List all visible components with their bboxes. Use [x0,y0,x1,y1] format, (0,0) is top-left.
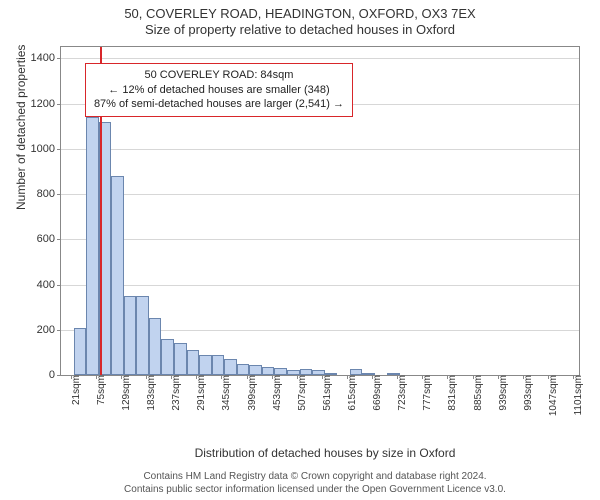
gridline [61,285,579,286]
chart-title-line2: Size of property relative to detached ho… [0,22,600,37]
histogram-bar [224,359,237,375]
y-tick-label: 400 [37,279,55,291]
x-tick-label: 939sqm [498,375,509,411]
footer-line1: Contains HM Land Registry data © Crown c… [40,470,590,483]
histogram-bar [262,367,275,375]
x-tick-label: 291sqm [196,375,207,411]
histogram-bar [249,365,262,375]
histogram-bar [174,343,187,375]
x-tick-label: 129sqm [121,375,132,411]
histogram-bar [124,296,137,375]
x-tick-label: 237sqm [171,375,182,411]
y-tick-label: 0 [49,369,55,381]
y-tick-label: 1400 [31,52,55,64]
gridline [61,58,579,59]
histogram-bar [199,355,212,375]
y-tick-label: 200 [37,324,55,336]
histogram-bar [212,355,225,375]
x-tick-label: 75sqm [96,375,107,405]
annotation-line1: 50 COVERLEY ROAD: 84sqm [94,68,344,83]
x-tick-label: 1047sqm [548,375,559,416]
histogram-bar [237,364,250,375]
x-tick-label: 399sqm [247,375,258,411]
x-tick-label: 885sqm [473,375,484,411]
x-tick-label: 21sqm [71,375,82,405]
x-tick-label: 561sqm [322,375,333,411]
footer-line2: Contains public sector information licen… [40,483,590,496]
annotation-line2: ← 12% of detached houses are smaller (34… [94,83,344,98]
histogram-bar [111,176,124,375]
plot-area: 020040060080010001200140021sqm75sqm129sq… [60,46,580,376]
x-tick-label: 453sqm [272,375,283,411]
annotation-box: 50 COVERLEY ROAD: 84sqm← 12% of detached… [85,63,353,118]
chart-title-line1: 50, COVERLEY ROAD, HEADINGTON, OXFORD, O… [0,6,600,21]
x-tick-label: 723sqm [397,375,408,411]
y-tick-label: 1200 [31,98,55,110]
gridline [61,149,579,150]
x-tick-label: 831sqm [447,375,458,411]
gridline [61,194,579,195]
y-tick-label: 800 [37,188,55,200]
x-tick-label: 993sqm [523,375,534,411]
histogram-bar [161,339,174,375]
histogram-bar [149,318,162,375]
x-tick-label: 507sqm [297,375,308,411]
chart-container: 50, COVERLEY ROAD, HEADINGTON, OXFORD, O… [0,0,600,500]
y-tick-label: 1000 [31,143,55,155]
x-tick-label: 345sqm [221,375,232,411]
histogram-bar [187,350,200,375]
chart-footer: Contains HM Land Registry data © Crown c… [40,470,590,496]
gridline [61,239,579,240]
annotation-line3: 87% of semi-detached houses are larger (… [94,97,344,112]
x-tick-label: 777sqm [422,375,433,411]
y-tick-label: 600 [37,233,55,245]
histogram-bar [86,117,99,375]
x-tick-label: 669sqm [372,375,383,411]
x-tick-label: 1101sqm [573,375,584,415]
histogram-bar [74,328,87,376]
histogram-bar [274,368,287,375]
y-axis-label: Number of detached properties [14,45,28,210]
x-tick-label: 183sqm [146,375,157,411]
histogram-bar [136,296,149,375]
x-axis-label: Distribution of detached houses by size … [60,446,590,460]
x-tick-label: 615sqm [347,375,358,411]
